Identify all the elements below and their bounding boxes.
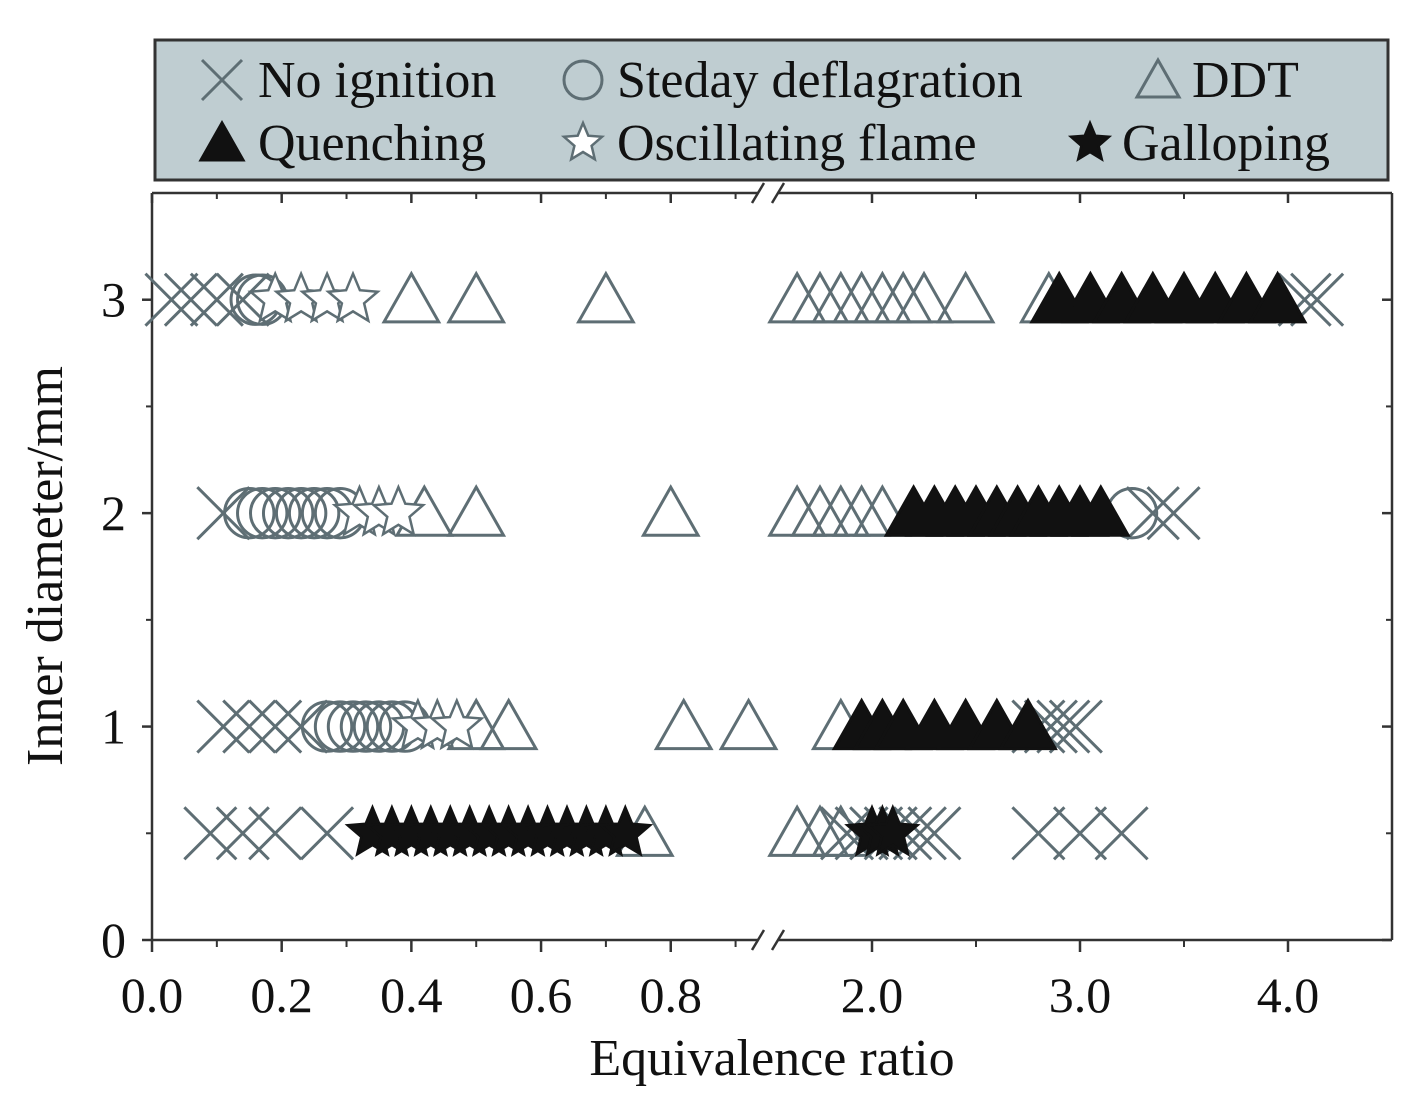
point-no-ignition [1052,806,1108,861]
legend-label-oscillating: Oscillating flame [617,115,977,172]
point-oscillating [325,270,381,324]
legend-steady-symbol [562,59,604,101]
point-no-ignition [1011,806,1066,861]
x-tick-label: 0.8 [639,967,702,1023]
point-no-ignition [1125,486,1180,541]
point-no-ignition [300,806,355,861]
data-points [144,270,1345,861]
point-no-ignition [183,806,238,861]
point-no-ignition [1094,806,1149,861]
legend-quenching-symbol [198,119,246,162]
point-quenching [1247,270,1308,324]
x-tick-label: 0.6 [510,967,573,1023]
point-oscillating [370,483,427,537]
legend-label-galloping: Galloping [1122,115,1330,172]
point-galloping [865,804,921,857]
legend-galloping-symbol [1067,119,1113,162]
y-tick-label: 1 [101,699,126,755]
legend-marker-ddt-icon [1134,56,1182,99]
point-no-ignition [189,272,244,327]
legend-marker-no-ignition-icon [200,58,244,102]
point-steady [326,700,380,753]
point-no-ignition [1146,486,1201,541]
point-no-ignition [222,699,277,754]
y-axis-title: Inner diameter/mm [17,366,74,766]
x-tick-label: 0.4 [380,967,443,1023]
point-steady [339,700,393,753]
point-no-ignition [907,806,962,861]
legend-marker-galloping-icon [1067,119,1113,162]
point-steady [274,486,328,540]
point-ddt [894,270,954,324]
point-no-ignition [144,272,199,327]
legend-label-quenching: Quenching [258,115,486,172]
point-ddt [653,697,714,751]
legend-oscillating-symbol [560,119,606,162]
point-ddt [478,697,539,751]
point-no-ignition [248,806,303,861]
axis-ticks [142,193,1392,952]
legend-marker-oscillating-icon [560,119,606,162]
y-tick-label: 2 [101,485,126,541]
point-ddt [718,697,779,751]
point-oscillating [428,697,485,751]
legend: No ignition Steday deflagration DDT Quen… [153,38,1390,182]
point-ddt [446,270,507,324]
point-ddt [576,270,636,324]
point-steady [313,700,367,753]
axis-tick-labels: 0.0 0.2 0.4 0.6 0.8 2.0 3.0 4.0 0 1 2 3 [101,272,1319,1023]
point-no-ignition [215,806,270,861]
point-ddt [381,270,442,324]
point-steady [300,700,354,753]
legend-box [153,38,1390,182]
legend-ddt-symbol [1134,56,1182,99]
y-tick-label: 3 [101,272,126,328]
y-tick-label: 0 [101,912,126,968]
point-steady [249,486,302,540]
point-steady [236,486,289,540]
legend-marker-quenching-icon [198,119,246,162]
point-steady [223,486,276,540]
x-tick-label: 0.0 [121,967,184,1023]
point-no-ignition [196,699,251,754]
point-ddt [852,484,913,537]
point-steady [261,486,315,540]
axis-break-bottom [750,929,786,951]
legend-label-ddt: DDT [1192,52,1299,109]
legend-marker-steady-icon [562,59,604,101]
x-tick-label: 2.0 [841,967,904,1023]
x-tick-label: 0.2 [250,967,313,1023]
point-ddt [446,484,507,537]
point-ddt [640,484,701,537]
axis-break-top [750,182,786,204]
point-quenching [998,697,1058,751]
point-no-ignition [163,272,218,327]
x-tick-label: 3.0 [1049,967,1112,1023]
legend-no_ignition-symbol [200,58,244,102]
legend-label-steady: Steday deflagration [617,52,1023,109]
point-no-ignition [248,699,303,754]
point-no-ignition [1048,699,1103,754]
point-steady [287,486,341,540]
x-axis-title: Equivalence ratio [589,1030,954,1087]
legend-label-no-ignition: No ignition [258,52,496,109]
point-galloping [597,804,654,857]
x-tick-label: 4.0 [1257,967,1320,1023]
point-ddt [935,270,996,324]
point-quenching [1070,484,1131,537]
